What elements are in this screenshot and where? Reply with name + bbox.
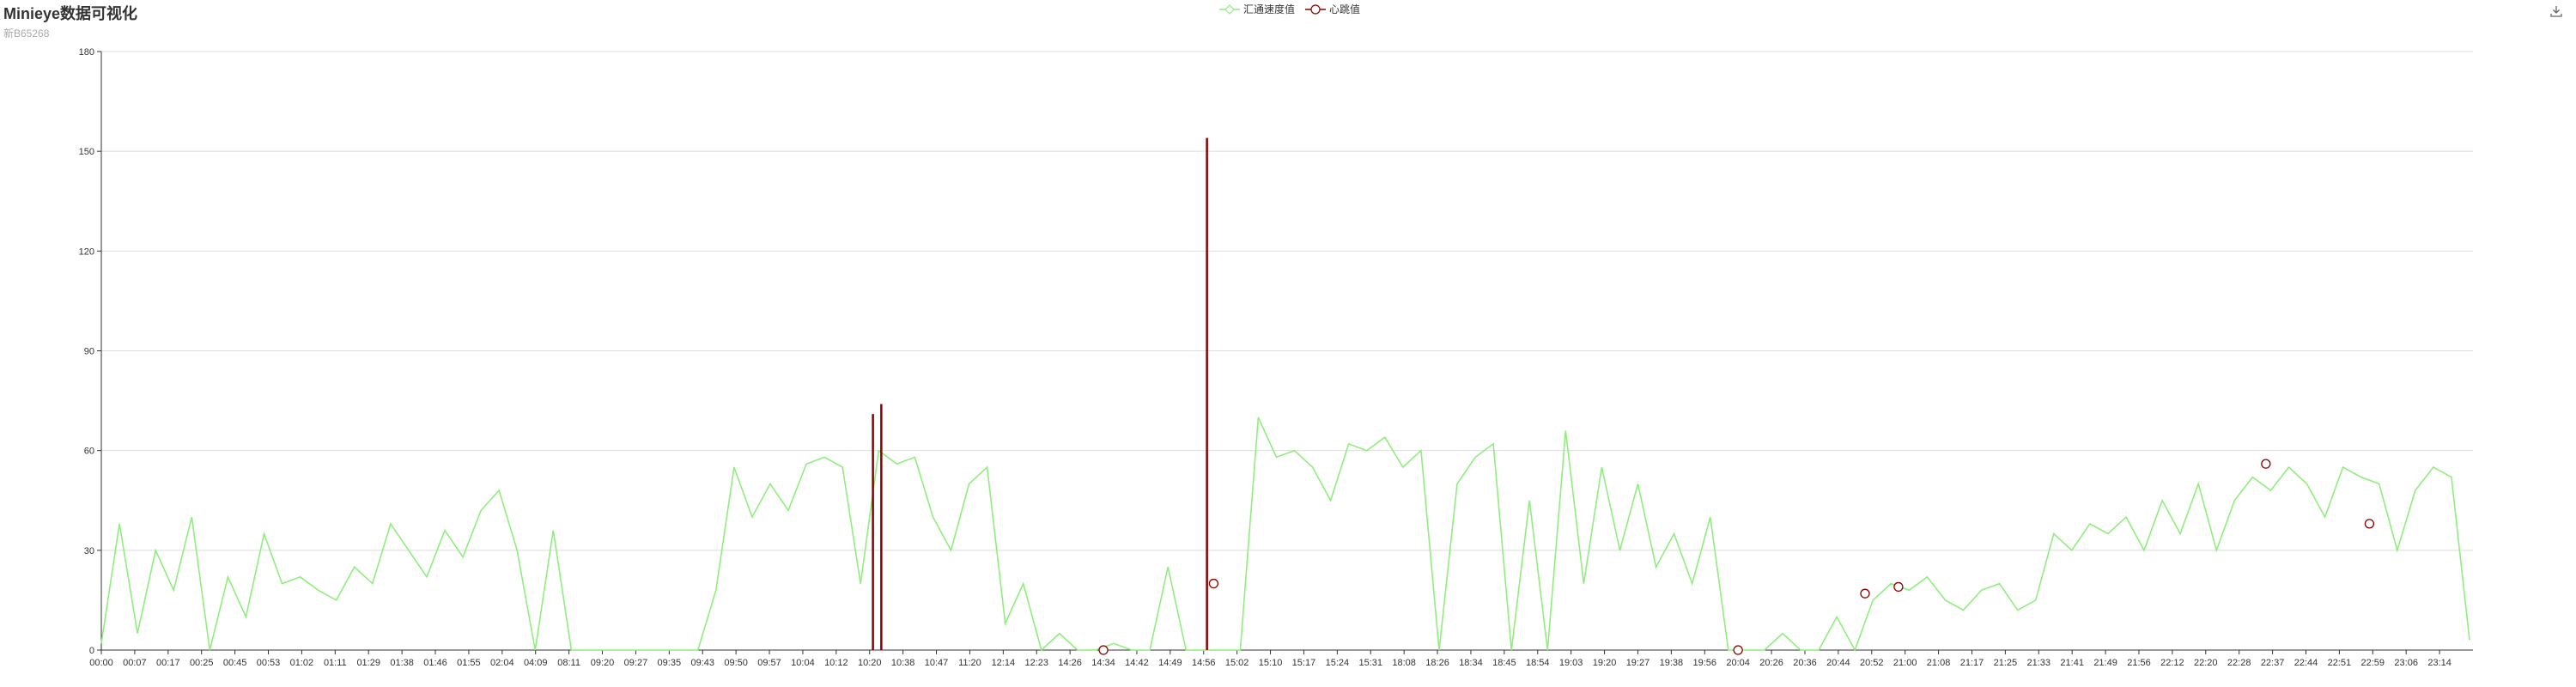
legend-heartbeat-marker bbox=[1305, 3, 1327, 15]
x-tick-label: 15:24 bbox=[1326, 658, 1350, 668]
x-tick-label: 09:35 bbox=[658, 658, 682, 668]
x-tick-label: 23:14 bbox=[2427, 658, 2451, 668]
x-tick-label: 21:41 bbox=[2060, 658, 2084, 668]
legend-speed-label: 汇通速度值 bbox=[1243, 3, 1296, 15]
x-tick-label: 12:14 bbox=[992, 658, 1016, 668]
x-tick-label: 18:08 bbox=[1392, 658, 1416, 668]
x-tick-label: 19:03 bbox=[1559, 658, 1583, 668]
x-tick-label: 09:27 bbox=[624, 658, 648, 668]
x-tick-label: 21:17 bbox=[1960, 658, 1984, 668]
x-tick-label: 00:00 bbox=[89, 658, 113, 668]
x-tick-label: 00:17 bbox=[156, 658, 180, 668]
x-tick-label: 15:02 bbox=[1225, 658, 1249, 668]
x-tick-label: 21:08 bbox=[1927, 658, 1951, 668]
x-tick-label: 14:26 bbox=[1058, 658, 1082, 668]
x-tick-label: 11:20 bbox=[958, 658, 981, 668]
x-tick-label: 14:42 bbox=[1125, 658, 1149, 668]
x-tick-label: 18:26 bbox=[1425, 658, 1449, 668]
y-tick-label: 90 bbox=[84, 347, 94, 357]
y-tick-label: 30 bbox=[84, 546, 94, 556]
x-tick-label: 01:55 bbox=[457, 658, 481, 668]
x-tick-label: 15:17 bbox=[1292, 658, 1316, 668]
x-tick-label: 19:38 bbox=[1660, 658, 1684, 668]
x-tick-label: 22:59 bbox=[2361, 658, 2385, 668]
x-tick-label: 19:27 bbox=[1626, 658, 1650, 668]
x-tick-label: 20:44 bbox=[1826, 658, 1850, 668]
x-tick-label: 08:11 bbox=[557, 658, 580, 668]
heartbeat-point bbox=[1208, 578, 1219, 589]
x-tick-label: 21:56 bbox=[2127, 658, 2151, 668]
heartbeat-point bbox=[2261, 459, 2271, 469]
x-tick-label: 21:25 bbox=[1994, 658, 2018, 668]
x-tick-label: 20:52 bbox=[1860, 658, 1884, 668]
x-tick-label: 09:20 bbox=[591, 658, 615, 668]
legend-item-heartbeat[interactable]: 心跳值 bbox=[1305, 2, 1360, 16]
x-tick-label: 22:20 bbox=[2194, 658, 2218, 668]
x-tick-label: 14:56 bbox=[1192, 658, 1216, 668]
x-tick-label: 01:11 bbox=[324, 658, 347, 668]
y-tick-label: 120 bbox=[79, 246, 94, 257]
download-icon[interactable] bbox=[2549, 3, 2564, 19]
x-tick-label: 01:29 bbox=[356, 658, 380, 668]
x-tick-label: 18:54 bbox=[1526, 658, 1550, 668]
heartbeat-point bbox=[1860, 588, 1870, 599]
x-tick-label: 04:09 bbox=[524, 658, 548, 668]
legend-item-speed[interactable]: 汇通速度值 bbox=[1219, 2, 1295, 16]
x-tick-label: 15:10 bbox=[1259, 658, 1283, 668]
x-tick-label: 00:45 bbox=[223, 658, 247, 668]
x-tick-label: 10:20 bbox=[858, 658, 882, 668]
chart-subtitle: 新B65268 bbox=[3, 27, 50, 40]
x-tick-label: 20:36 bbox=[1793, 658, 1817, 668]
x-tick-label: 01:46 bbox=[423, 658, 447, 668]
x-tick-label: 01:38 bbox=[390, 658, 414, 668]
y-tick-label: 60 bbox=[84, 447, 94, 457]
x-tick-label: 02:04 bbox=[490, 658, 514, 668]
x-tick-label: 21:49 bbox=[2093, 658, 2117, 668]
x-tick-label: 19:56 bbox=[1693, 658, 1717, 668]
y-tick-label: 0 bbox=[89, 646, 94, 656]
x-tick-label: 10:04 bbox=[791, 658, 815, 668]
x-tick-label: 21:33 bbox=[2027, 658, 2051, 668]
x-tick-label: 00:25 bbox=[190, 658, 214, 668]
x-tick-label: 18:45 bbox=[1492, 658, 1516, 668]
x-tick-label: 09:57 bbox=[757, 658, 781, 668]
series-line-speed bbox=[100, 416, 2470, 652]
x-tick-label: 23:06 bbox=[2394, 658, 2418, 668]
y-tick-label: 150 bbox=[79, 147, 94, 157]
x-tick-label: 00:53 bbox=[257, 658, 281, 668]
x-tick-label: 21:00 bbox=[1893, 658, 1917, 668]
heartbeat-point bbox=[1893, 581, 1904, 593]
legend: 汇通速度值 心跳值 bbox=[1219, 2, 1360, 16]
x-tick-label: 20:26 bbox=[1759, 658, 1783, 668]
x-tick-label: 01:02 bbox=[290, 658, 314, 668]
legend-heartbeat-label: 心跳值 bbox=[1329, 3, 1361, 15]
heartbeat-point bbox=[2364, 519, 2375, 529]
legend-speed-marker bbox=[1219, 3, 1240, 15]
heartbeat-point bbox=[1098, 645, 1109, 655]
x-tick-label: 10:38 bbox=[891, 658, 915, 668]
x-tick-label: 10:47 bbox=[925, 658, 949, 668]
x-tick-label: 12:23 bbox=[1024, 658, 1048, 668]
heartbeat-point bbox=[1733, 645, 1743, 655]
x-tick-label: 15:31 bbox=[1358, 658, 1382, 668]
x-tick-label: 19:20 bbox=[1593, 658, 1617, 668]
x-tick-label: 09:43 bbox=[690, 658, 714, 668]
x-tick-label: 18:34 bbox=[1459, 658, 1483, 668]
y-tick-label: 180 bbox=[79, 47, 94, 58]
x-tick-label: 14:34 bbox=[1091, 658, 1115, 668]
x-tick-label: 22:28 bbox=[2227, 658, 2251, 668]
x-tick-label: 22:12 bbox=[2160, 658, 2184, 668]
x-tick-label: 20:04 bbox=[1726, 658, 1750, 668]
x-tick-label: 22:44 bbox=[2294, 658, 2318, 668]
x-tick-label: 22:37 bbox=[2261, 658, 2285, 668]
x-tick-label: 09:50 bbox=[724, 658, 748, 668]
x-tick-label: 22:51 bbox=[2328, 658, 2352, 668]
x-tick-label: 10:12 bbox=[824, 658, 848, 668]
x-tick-label: 14:49 bbox=[1158, 658, 1182, 668]
x-tick-label: 00:07 bbox=[123, 658, 147, 668]
chart-title: Minieye数据可视化 bbox=[3, 5, 138, 22]
